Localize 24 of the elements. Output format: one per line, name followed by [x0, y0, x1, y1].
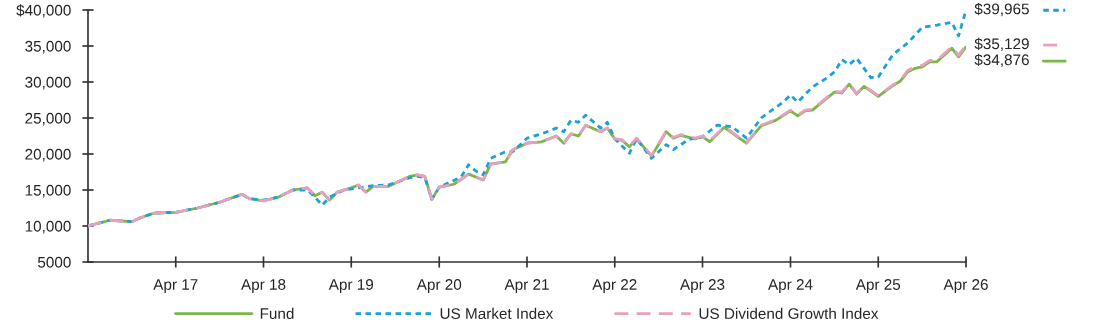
x-tick-label: Apr 23 — [680, 279, 725, 293]
x-tick-label: Apr 24 — [768, 279, 813, 293]
x-tick-label: Apr 22 — [592, 279, 637, 293]
y-tick-label: 30,000 — [25, 76, 71, 90]
y-tick-label: $40,000 — [16, 4, 71, 18]
annotation: $39,965 — [974, 2, 1029, 17]
y-tick-label: 15,000 — [25, 184, 71, 198]
x-tick-label: Apr 19 — [328, 279, 374, 293]
legend-label: US Dividend Growth Index — [699, 307, 879, 320]
x-tick-label: Apr 17 — [153, 279, 198, 293]
y-tick-label: 10,000 — [25, 220, 71, 234]
x-tick-label: Apr 20 — [416, 279, 462, 293]
x-tick-label: Apr 25 — [855, 279, 901, 293]
legend-label: US Market Index — [440, 307, 554, 320]
x-tick-label: Apr 26 — [943, 279, 988, 293]
x-tick-label: Apr 21 — [504, 279, 549, 293]
y-tick-label: 20,000 — [25, 148, 71, 162]
y-tick-label: 25,000 — [25, 112, 71, 126]
x-tick-label: Apr 18 — [241, 279, 286, 293]
y-tick-label: 35,000 — [25, 40, 71, 54]
annotation: $34,876 — [974, 53, 1029, 67]
legend-label: Fund — [260, 307, 294, 320]
annotation: $35,129 — [974, 37, 1029, 51]
y-tick-label: 5000 — [37, 256, 71, 268]
